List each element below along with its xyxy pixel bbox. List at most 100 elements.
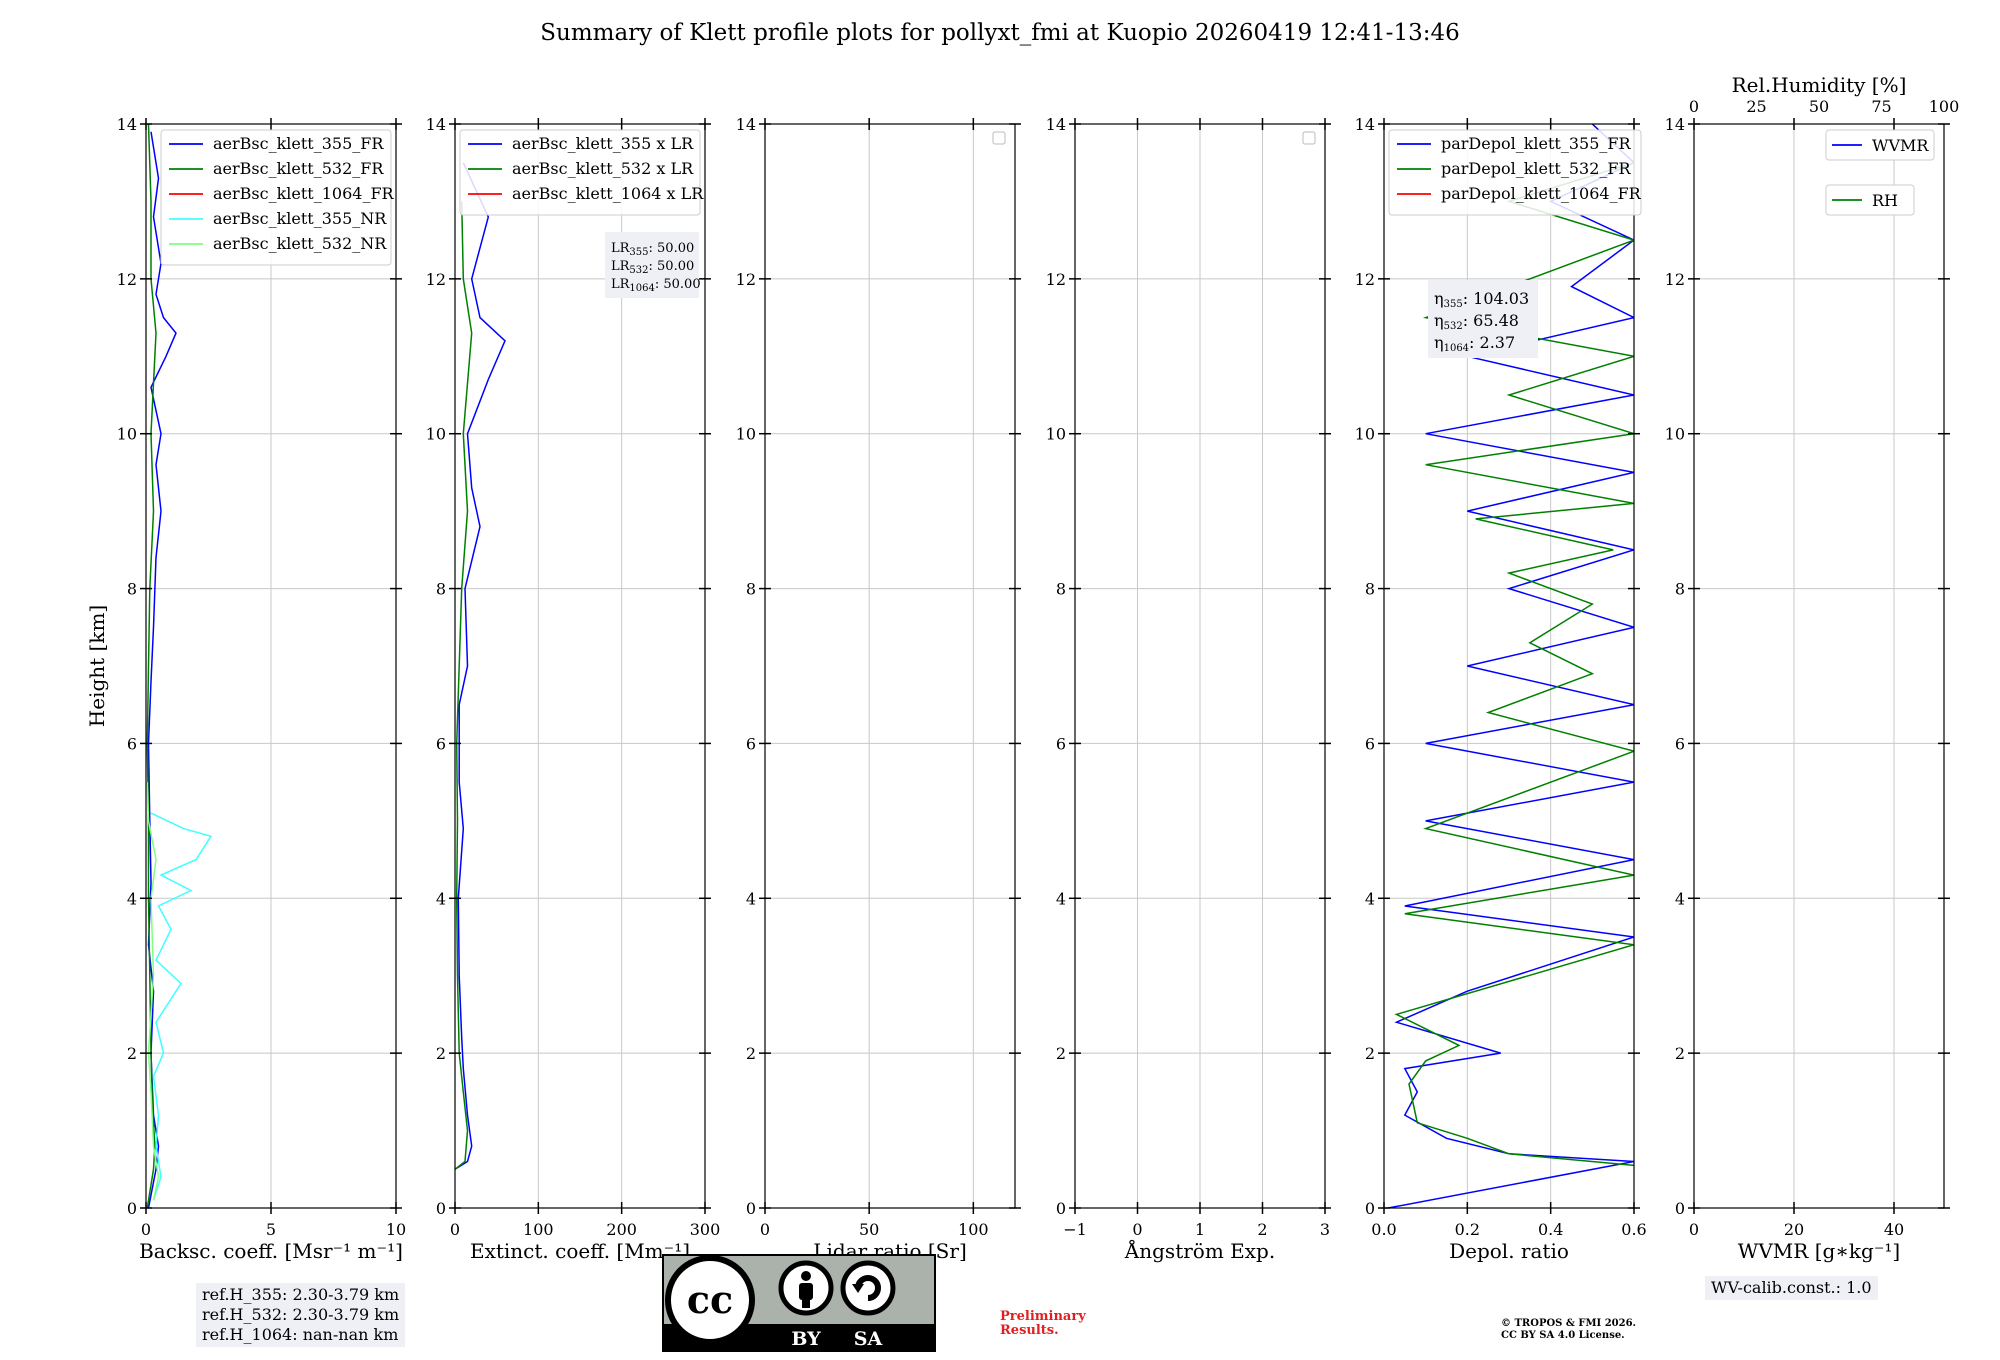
x-tick-label: 100 bbox=[523, 1220, 554, 1239]
y-tick-label: 14 bbox=[117, 115, 137, 134]
y-tick-label: 0 bbox=[1365, 1199, 1375, 1218]
y-tick-label: 2 bbox=[746, 1044, 756, 1063]
x-tick-label: 0 bbox=[450, 1220, 460, 1239]
wv-calib-constant: WV-calib.const.: 1.0 bbox=[1711, 1278, 1872, 1297]
x-tick-label: 40 bbox=[1884, 1220, 1904, 1239]
x-tick-label: 1 bbox=[1195, 1220, 1205, 1239]
copyright-line-2: CC BY SA 4.0 License. bbox=[1501, 1330, 1625, 1341]
y-tick-label: 4 bbox=[1056, 889, 1066, 908]
x-tick-label: 200 bbox=[606, 1220, 637, 1239]
y-tick-label: 10 bbox=[1665, 425, 1685, 444]
y-tick-label: 12 bbox=[1046, 270, 1066, 289]
legend-label-aerBsc_klett_532 x LR: aerBsc_klett_532 x LR bbox=[512, 159, 694, 178]
x-axis-label: Depol. ratio bbox=[1449, 1239, 1569, 1263]
y-tick-label: 12 bbox=[117, 270, 137, 289]
x-tick-label: 100 bbox=[958, 1220, 989, 1239]
figure-title: Summary of Klett profile plots for polly… bbox=[540, 20, 1460, 46]
legend-label-aerBsc_klett_355_FR: aerBsc_klett_355_FR bbox=[213, 134, 384, 153]
info-line: η532: 65.48 bbox=[1434, 311, 1519, 332]
axes-frame bbox=[1383, 123, 1635, 1209]
share-alike-icon bbox=[840, 1260, 896, 1316]
y-tick-label: 4 bbox=[746, 889, 756, 908]
y-tick-label: 4 bbox=[1675, 889, 1685, 908]
y-tick-label: 2 bbox=[436, 1044, 446, 1063]
top-x-tick-label: 75 bbox=[1871, 97, 1891, 116]
legend-box bbox=[1825, 184, 1915, 216]
y-tick-label: 2 bbox=[1675, 1044, 1685, 1063]
x-tick-label: 0.6 bbox=[1621, 1220, 1646, 1239]
y-tick-label: 12 bbox=[426, 270, 446, 289]
top-x-axis-label: Rel.Humidity [%] bbox=[1732, 73, 1907, 97]
legend-entry-RH: RH bbox=[1825, 184, 1915, 216]
y-tick-label: 0 bbox=[127, 1199, 137, 1218]
legend-label-aerBsc_klett_355 x LR: aerBsc_klett_355 x LR bbox=[512, 134, 694, 153]
preliminary-line-2: Results. bbox=[1000, 1323, 1059, 1338]
x-tick-label: 10 bbox=[386, 1220, 406, 1239]
y-tick-label: 2 bbox=[1056, 1044, 1066, 1063]
series-line-aerBsc_klett_532 x LR bbox=[455, 201, 473, 1170]
cc-by-sa-logo: cc BY SA bbox=[662, 1254, 936, 1352]
copyright-notice: © TROPOS & FMI 2026. CC BY SA 4.0 Licens… bbox=[1501, 1318, 1636, 1342]
y-tick-label: 14 bbox=[426, 115, 446, 134]
x-axis-label: Extinct. coeff. [Mm⁻¹] bbox=[470, 1239, 690, 1263]
legend-label: RH bbox=[1872, 191, 1898, 210]
legend-label-aerBsc_klett_1064_FR: aerBsc_klett_1064_FR bbox=[213, 184, 395, 203]
info-line: LR1064: 50.00 bbox=[611, 277, 701, 294]
y-tick-label: 6 bbox=[127, 734, 137, 753]
top-x-tick-label: 0 bbox=[1689, 97, 1699, 116]
y-tick-label: 4 bbox=[1365, 889, 1375, 908]
axes-frame bbox=[764, 123, 1016, 1209]
x-tick-label: 5 bbox=[266, 1220, 276, 1239]
y-tick-label: 14 bbox=[1665, 115, 1685, 134]
y-tick-label: 6 bbox=[746, 734, 756, 753]
legend: aerBsc_klett_355_FR aerBsc_klett_532_FRae… bbox=[160, 129, 395, 266]
y-tick-label: 10 bbox=[426, 425, 446, 444]
y-tick-label: 12 bbox=[1355, 270, 1375, 289]
legend: parDepol_klett_355_FR parDepol_klett_532_… bbox=[1388, 129, 1642, 216]
y-tick-label: 12 bbox=[1665, 270, 1685, 289]
y-tick-label: 8 bbox=[436, 580, 446, 599]
y-tick-label: 10 bbox=[736, 425, 756, 444]
y-tick-label: 6 bbox=[436, 734, 446, 753]
legend-box bbox=[1825, 129, 1935, 161]
backscatter-reference-box: ref.H_355: 2.30-3.79 km ref.H_532: 2.30-… bbox=[196, 1283, 406, 1347]
panel-depol: 0 2 4 6 8 10 12 14 0.0 0.2 0.4 0.6 Depol. ratio parDe… bbox=[1355, 115, 1647, 1263]
series-line-parDepol_klett_532_FR bbox=[1394, 161, 1634, 1167]
y-axis-label: Height [km] bbox=[85, 605, 109, 727]
x-tick-label: 300 bbox=[690, 1220, 721, 1239]
y-tick-label: 10 bbox=[1046, 425, 1066, 444]
y-tick-label: 6 bbox=[1365, 734, 1375, 753]
x-tick-label: 20 bbox=[1784, 1220, 1804, 1239]
legend-label-parDepol_klett_355_FR: parDepol_klett_355_FR bbox=[1441, 134, 1632, 153]
info-line: LR532: 50.00 bbox=[611, 259, 694, 276]
x-tick-label: 0.4 bbox=[1538, 1220, 1563, 1239]
x-tick-label: 50 bbox=[859, 1220, 879, 1239]
ref-height-532: ref.H_532: 2.30-3.79 km bbox=[202, 1305, 400, 1324]
y-tick-label: 0 bbox=[1675, 1199, 1685, 1218]
x-tick-label: 0 bbox=[1689, 1220, 1699, 1239]
y-tick-label: 2 bbox=[1365, 1044, 1375, 1063]
ref-height-355: ref.H_355: 2.30-3.79 km bbox=[202, 1285, 400, 1304]
axes-frame bbox=[1693, 123, 1945, 1209]
y-tick-label: 14 bbox=[1355, 115, 1375, 134]
y-tick-label: 4 bbox=[436, 889, 446, 908]
y-tick-label: 8 bbox=[1365, 580, 1375, 599]
legend-box bbox=[160, 129, 392, 266]
legend-label-parDepol_klett_1064_FR: parDepol_klett_1064_FR bbox=[1441, 184, 1642, 203]
y-tick-label: 10 bbox=[117, 425, 137, 444]
cc-by-label: BY bbox=[791, 1328, 821, 1350]
x-tick-label: 0.0 bbox=[1371, 1220, 1396, 1239]
x-axis-label: WVMR [g∗kg⁻¹] bbox=[1738, 1239, 1900, 1263]
y-tick-label: 14 bbox=[736, 115, 756, 134]
copyright-line-1: © TROPOS & FMI 2026. bbox=[1501, 1318, 1637, 1329]
top-x-tick-label: 50 bbox=[1809, 97, 1829, 116]
preliminary-notice: Preliminary Results. bbox=[1000, 1310, 1086, 1338]
y-tick-label: 14 bbox=[1046, 115, 1066, 134]
legend-label-aerBsc_klett_355_NR: aerBsc_klett_355_NR bbox=[213, 209, 387, 228]
top-x-tick-label: 25 bbox=[1746, 97, 1766, 116]
